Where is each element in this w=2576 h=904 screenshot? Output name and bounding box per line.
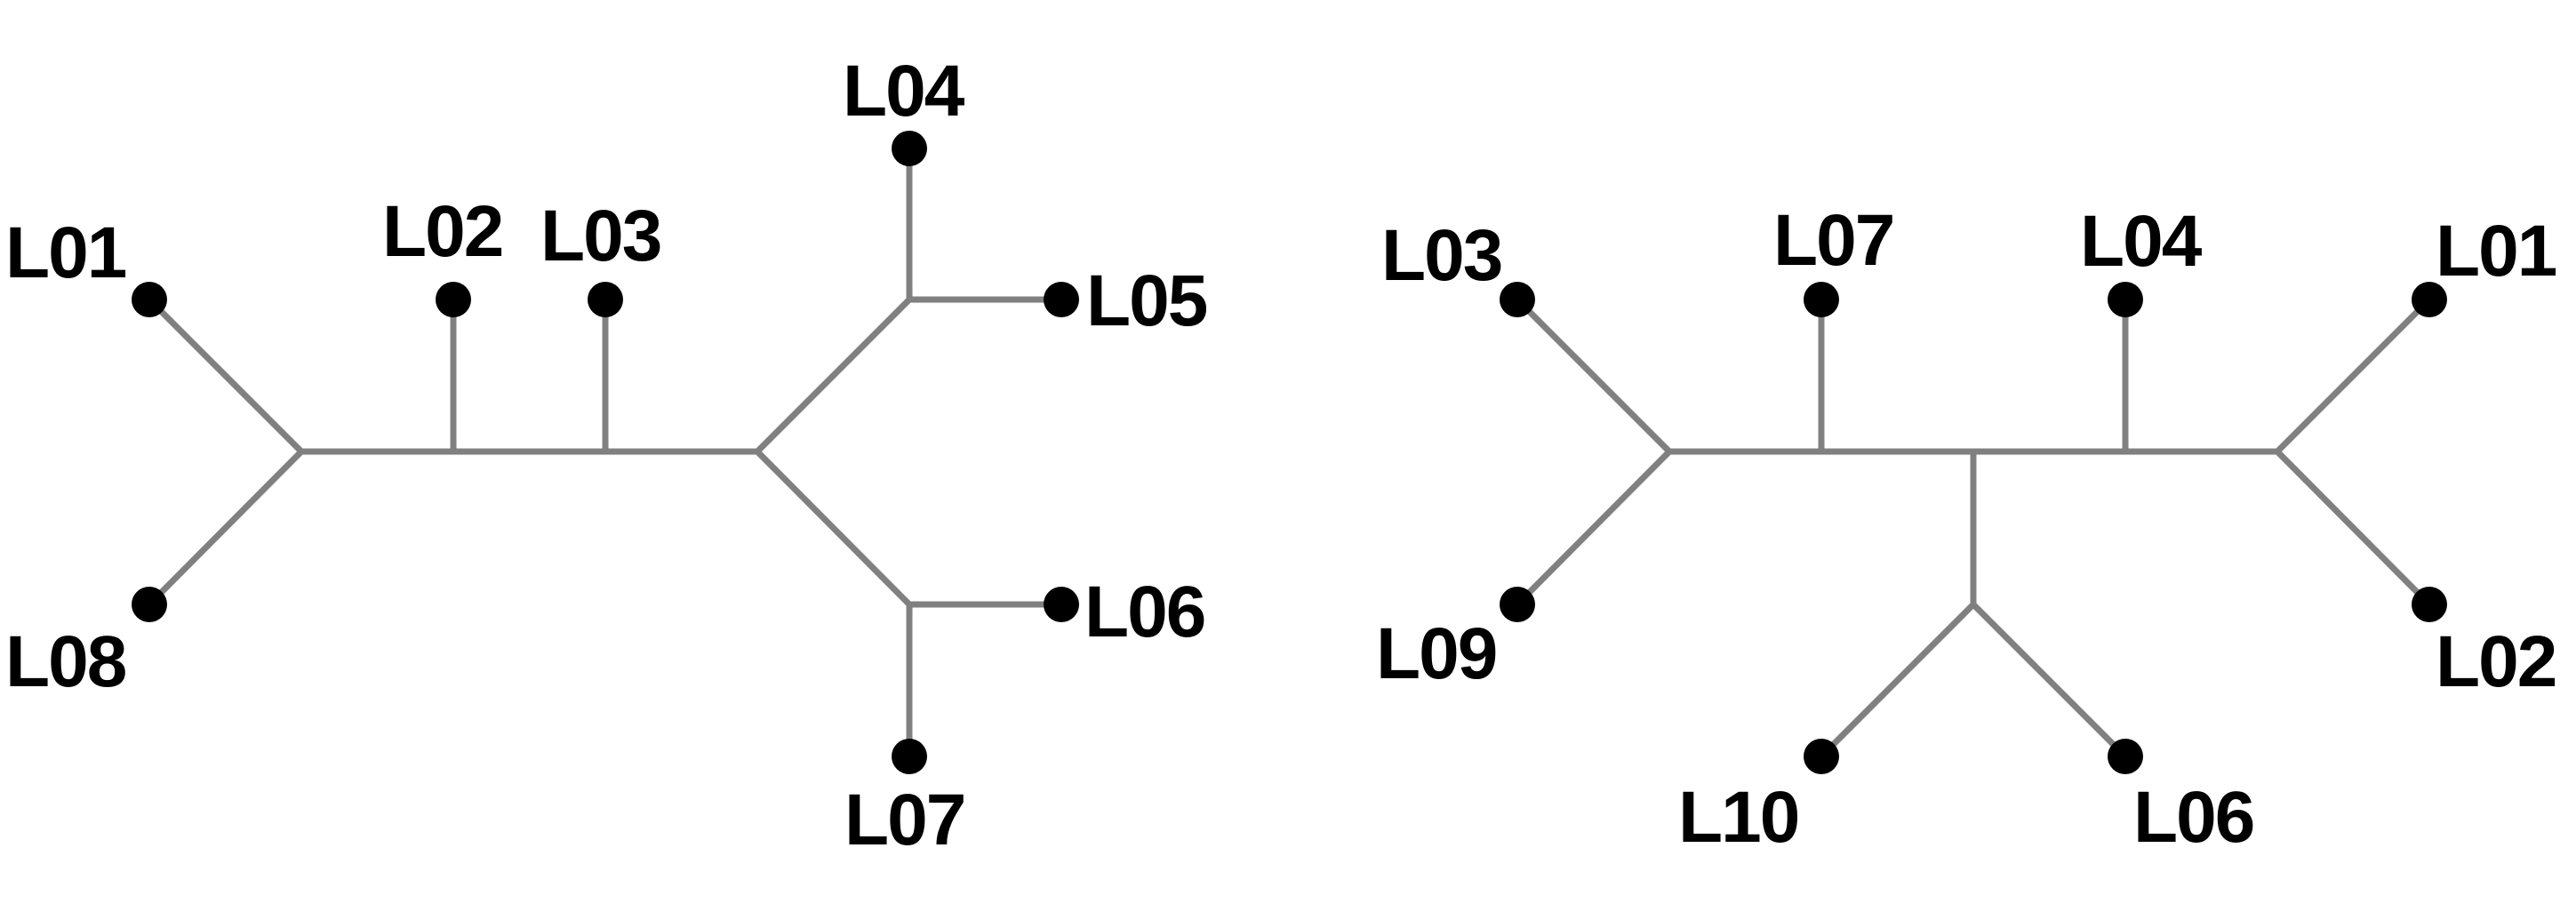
edge: [147, 449, 304, 607]
leaf-node: [2108, 739, 2143, 774]
leaf-label: L04: [843, 51, 965, 132]
edge: [755, 297, 912, 454]
leaf-label: L07: [844, 780, 964, 860]
left-tree-edges: [147, 148, 1061, 756]
leaf-label: L01: [5, 212, 126, 293]
edge: [147, 297, 304, 454]
edge: [1515, 297, 1672, 454]
leaf-label: L02: [382, 191, 502, 272]
leaf-node: [1500, 282, 1535, 317]
leaf-node: [1804, 739, 1839, 774]
leaf-label: L06: [1084, 572, 1204, 652]
leaf-label: L04: [2080, 201, 2203, 282]
edge: [2275, 449, 2432, 607]
leaf-node: [1044, 587, 1079, 622]
leaf-label: L03: [1381, 215, 1501, 296]
leaf-label: L01: [2436, 211, 2556, 292]
leaf-node: [132, 282, 167, 317]
leaf-node: [892, 739, 927, 774]
edge: [755, 449, 912, 607]
leaf-node: [2412, 282, 2447, 317]
edge: [1819, 602, 1976, 759]
left-tree: L01 L08 L02 L03 L04 L05 L06 L07: [5, 51, 1209, 860]
leaf-label: L08: [5, 621, 126, 702]
leaf-node: [2108, 282, 2143, 317]
leaf-node: [588, 282, 623, 317]
edge: [1515, 449, 1672, 607]
leaf-node: [2412, 587, 2447, 622]
right-tree-leaves: [1500, 282, 2447, 774]
leaf-node: [1500, 587, 1535, 622]
left-tree-leaves: [132, 131, 1079, 774]
leaf-label: L03: [540, 196, 660, 276]
right-tree-labels: L03 L09 L07 L04 L01 L02 L10 L06: [1376, 200, 2558, 858]
leaf-label: L07: [1773, 200, 1893, 281]
edge: [1971, 602, 2128, 759]
leaf-label: L06: [2133, 777, 2253, 858]
edge: [2275, 297, 2432, 454]
leaf-label: L10: [1678, 777, 1798, 858]
leaf-node: [1044, 282, 1079, 317]
left-tree-labels: L01 L08 L02 L03 L04 L05 L06 L07: [5, 51, 1209, 860]
leaf-node: [436, 282, 471, 317]
leaf-label: L09: [1376, 613, 1496, 694]
leaf-label: L05: [1086, 260, 1207, 341]
right-tree: L03 L09 L07 L04 L01 L02 L10 L06: [1376, 200, 2558, 858]
leaf-label: L02: [2436, 621, 2556, 702]
leaf-node: [892, 131, 927, 166]
leaf-node: [132, 587, 167, 622]
leaf-node: [1804, 282, 1839, 317]
right-tree-edges: [1515, 297, 2432, 759]
